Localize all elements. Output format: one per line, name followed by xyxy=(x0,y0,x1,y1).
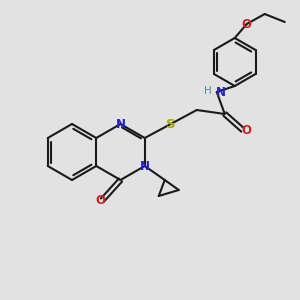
Text: S: S xyxy=(166,118,175,130)
Text: H: H xyxy=(204,86,212,96)
Text: N: N xyxy=(140,160,150,172)
Text: N: N xyxy=(216,85,226,98)
Text: O: O xyxy=(242,124,252,136)
Text: N: N xyxy=(116,118,125,130)
Text: O: O xyxy=(95,194,106,206)
Text: O: O xyxy=(242,17,252,31)
